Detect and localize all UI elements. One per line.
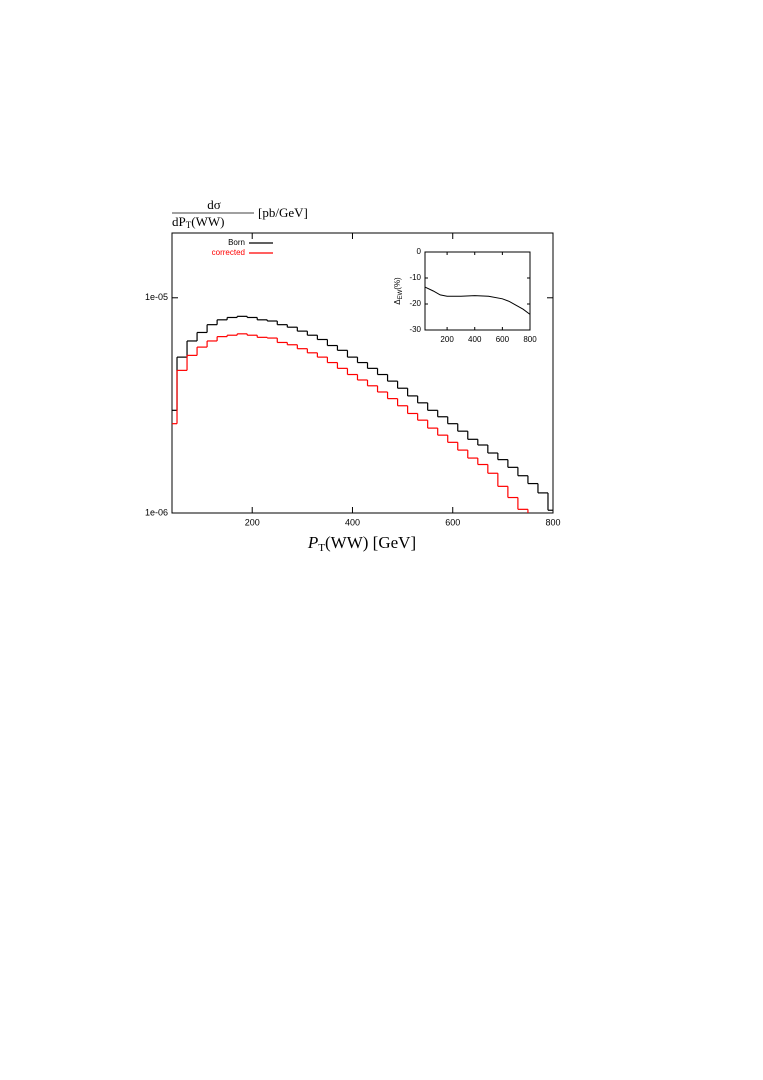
x-tick-label: 800 — [545, 517, 560, 527]
x-tick-label: 800 — [523, 335, 537, 344]
y-tick-label: 1e-05 — [145, 292, 168, 302]
y-label-denominator-subscript: T — [186, 220, 192, 230]
legend-label: Born — [228, 238, 245, 247]
series-group — [172, 315, 553, 513]
y-tick-label: -30 — [409, 325, 421, 334]
plot-frame — [171, 232, 554, 514]
y-label-denominator-symbol: dP — [172, 214, 186, 229]
inset-y-label: ΔEW(%) — [393, 277, 403, 305]
y-tick-label: -20 — [409, 299, 421, 308]
x-label-symbol: P — [307, 533, 318, 552]
x-label-rest: (WW) [GeV] — [325, 533, 416, 552]
inset-y-label-rest: (%) — [393, 277, 402, 290]
y-label-numerator: dσ — [207, 197, 221, 212]
legend-label: corrected — [212, 248, 245, 257]
inset-y-label-subscript: EW — [398, 289, 404, 299]
series-line — [424, 286, 531, 315]
y-label-unit: [pb/GeV] — [258, 205, 308, 220]
inset-plot: ΔEW(%) 200 400 600 800 0 -10 -20 -30 — [393, 247, 537, 344]
y-label-denominator: dPT(WW) — [172, 214, 224, 230]
x-tick-label: 200 — [245, 517, 260, 527]
x-tick-label: 400 — [468, 335, 482, 344]
x-label: PT(WW) [GeV] — [307, 533, 416, 554]
main-plot: dσ dPT(WW) [pb/GeV] PT(WW) [GeV] 200 400 6… — [145, 197, 561, 554]
y-tick-label: -10 — [409, 273, 421, 282]
inset-frame — [424, 251, 531, 331]
x-tick-label: 200 — [440, 335, 454, 344]
y-tick-label: 0 — [417, 247, 422, 256]
y-tick-label: 1e-06 — [145, 507, 168, 517]
inset-y-label-symbol: Δ — [393, 299, 402, 305]
y-label-denominator-rest: (WW) — [191, 214, 224, 229]
x-tick-label: 600 — [496, 335, 510, 344]
x-tick-label: 400 — [345, 517, 360, 527]
x-label-subscript: T — [318, 542, 325, 554]
x-tick-label: 600 — [445, 517, 460, 527]
